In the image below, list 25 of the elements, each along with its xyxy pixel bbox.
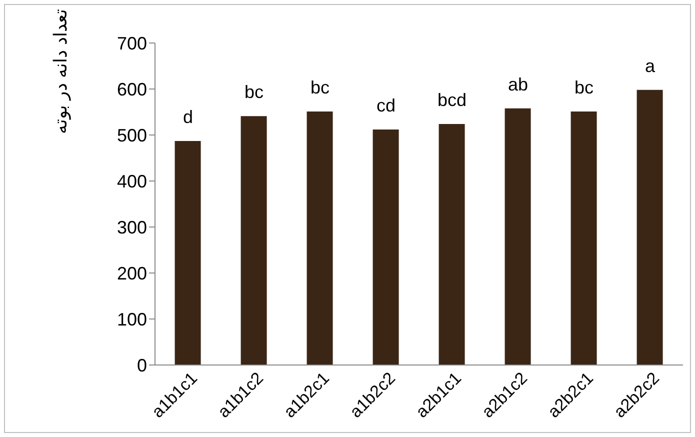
annotation: d <box>182 106 194 127</box>
y-tick-label: 100 <box>116 309 147 330</box>
bar <box>306 112 333 365</box>
bar <box>504 108 531 365</box>
bar <box>438 124 465 365</box>
annotation: ab <box>508 74 528 94</box>
y-tick-label: 0 <box>136 355 147 376</box>
bar <box>636 90 663 365</box>
bar <box>570 112 597 365</box>
y-axis-title: تعداد دانه در بوته <box>50 8 72 134</box>
y-tick-label: 600 <box>116 79 147 100</box>
annotation: bc <box>310 78 330 98</box>
y-tick-label: 300 <box>116 217 147 238</box>
y-tick-label: 700 <box>116 33 147 54</box>
annotation: bc <box>244 82 264 102</box>
annotation: bc <box>574 78 594 98</box>
y-tick-label: 400 <box>116 171 147 192</box>
y-tick-label: 200 <box>116 263 147 284</box>
bar <box>174 140 201 365</box>
bar <box>372 129 399 365</box>
y-tick-label: 500 <box>116 125 147 146</box>
annotation: cd <box>376 95 396 116</box>
bar <box>240 116 267 365</box>
annotation: bcd <box>437 90 467 110</box>
annotation: a <box>644 56 656 76</box>
